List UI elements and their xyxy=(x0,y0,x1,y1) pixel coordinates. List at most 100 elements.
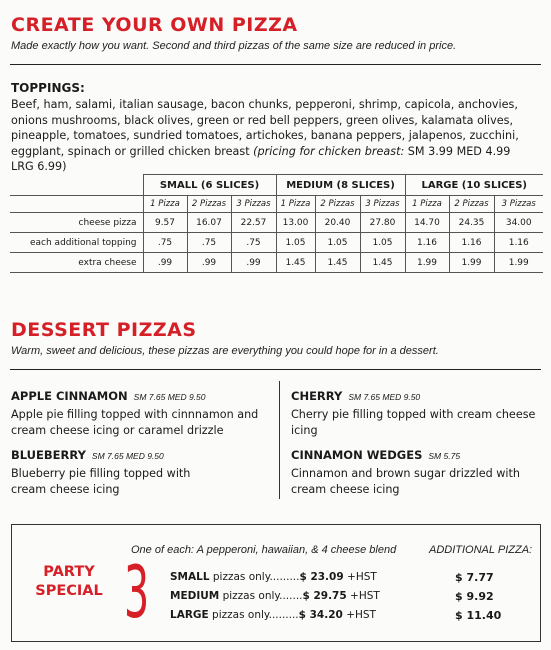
party-label-line1: PARTY xyxy=(43,564,95,580)
option-text: pizzas only xyxy=(222,590,280,602)
option-tax: +HST xyxy=(346,609,376,621)
dessert-name: CINNAMON WEDGES xyxy=(291,448,423,462)
price-cell: 1.05 xyxy=(314,232,361,253)
create-subtitle: Made exactly how you want. Second and th… xyxy=(11,40,457,52)
option-tax: +HST xyxy=(350,590,380,602)
price-cell: 22.57 xyxy=(230,212,277,233)
price-cell: .75 xyxy=(186,232,232,253)
price-cell: 1.45 xyxy=(314,252,361,273)
row-label: cheese pizza xyxy=(10,212,144,233)
dessert-item-cherry: CHERRY SM 7.65 MED 9.50 Cherry pie fillin… xyxy=(291,387,536,439)
dessert-subtitle: Warm, sweet and delicious, these pizzas … xyxy=(11,345,439,357)
party-option-small: SMALL pizzas only.........$ 23.09 +HST xyxy=(170,568,377,587)
price-cell: 1.99 xyxy=(493,252,543,273)
table-row: extra cheese .99 .99 .99 1.45 1.45 1.45 … xyxy=(10,252,543,273)
price-table: SMALL (6 SLICES) MEDIUM (8 SLICES) LARGE… xyxy=(10,174,543,273)
price-cell: 1.05 xyxy=(275,232,316,253)
price-cell: 16.07 xyxy=(186,212,232,233)
table-row: each additional topping .75 .75 .75 1.05… xyxy=(10,232,543,253)
qty-label: 3 Pizzas xyxy=(493,195,543,213)
qty-label: 2 Pizzas xyxy=(314,195,361,213)
price-cell: 14.70 xyxy=(404,212,450,233)
column-divider xyxy=(279,381,280,499)
dessert-price: SM 7.65 MED 9.50 xyxy=(91,451,164,461)
party-option-large: LARGE pizzas only.........$ 34.20 +HST xyxy=(170,606,376,625)
price-cell: .99 xyxy=(230,252,277,273)
option-text: pizzas only xyxy=(212,609,269,621)
row-label: extra cheese xyxy=(10,252,144,273)
size-large: LARGE (10 SLICES) xyxy=(404,174,543,196)
price-cell: 1.99 xyxy=(404,252,450,273)
price-cell: 1.45 xyxy=(359,252,406,273)
chicken-pricing-label: (pricing for chicken breast: xyxy=(253,144,405,158)
price-cell: .75 xyxy=(230,232,277,253)
price-cell: 34.00 xyxy=(493,212,543,233)
dessert-name: CHERRY xyxy=(291,389,343,403)
dessert-price: SM 5.75 xyxy=(428,451,461,461)
option-size: LARGE xyxy=(170,609,209,621)
price-cell: 20.40 xyxy=(314,212,361,233)
size-medium: MEDIUM (8 SLICES) xyxy=(275,174,406,196)
qty-label: 2 Pizzas xyxy=(186,195,232,213)
additional-price: $ 7.77 xyxy=(455,571,494,584)
dessert-description: Cherry pie filling topped with cream che… xyxy=(291,408,536,437)
price-cell: 9.57 xyxy=(142,212,188,233)
option-size: SMALL xyxy=(170,571,210,583)
qty-label: 2 Pizzas xyxy=(448,195,495,213)
chicken-pricing: SM 3.99 MED 4.99 LRG 6.99) xyxy=(11,144,511,174)
dessert-description: Apple pie filling topped with cinnnamon … xyxy=(11,408,259,437)
size-small: SMALL (6 SLICES) xyxy=(142,174,277,196)
price-cell: 1.16 xyxy=(448,232,495,253)
qty-label: 3 Pizzas xyxy=(359,195,406,213)
price-cell: 1.16 xyxy=(404,232,450,253)
price-cell: .75 xyxy=(142,232,188,253)
dessert-description: Cinnamon and brown sugar drizzled with c… xyxy=(291,467,521,496)
option-dots: ......... xyxy=(269,571,300,583)
party-big-number: 3 xyxy=(124,550,150,634)
dessert-price: SM 7.65 MED 9.50 xyxy=(133,392,206,402)
option-text: pizzas only xyxy=(212,571,270,583)
dessert-description: Blueberry pie filling topped with cream … xyxy=(11,467,191,496)
price-cell: 13.00 xyxy=(275,212,316,233)
price-cell: 1.05 xyxy=(359,232,406,253)
table-row: cheese pizza 9.57 16.07 22.57 13.00 20.4… xyxy=(10,212,543,233)
option-tax: +HST xyxy=(347,571,377,583)
toppings-text: Beef, ham, salami, italian sausage, baco… xyxy=(11,98,519,158)
dessert-item-blueberry: BLUEBERRY SM 7.65 MED 9.50 Blueberry pie … xyxy=(11,446,271,498)
price-cell: 1.99 xyxy=(448,252,495,273)
section-divider xyxy=(10,369,541,370)
party-intro: One of each: A pepperoni, hawaiian, & 4 … xyxy=(131,544,397,556)
dessert-item-apple-cinnamon: APPLE CINNAMON SM 7.65 MED 9.50 Apple pie… xyxy=(11,387,271,439)
option-size: MEDIUM xyxy=(170,590,220,602)
price-cell: 1.45 xyxy=(275,252,316,273)
qty-label: 1 Pizza xyxy=(404,195,450,213)
dessert-title: DESSERT PIZZAS xyxy=(11,319,197,341)
option-price: $ 29.75 xyxy=(302,590,347,602)
qty-label: 1 Pizza xyxy=(275,195,316,213)
party-special-box xyxy=(11,524,541,642)
option-dots: ....... xyxy=(279,590,303,602)
dessert-price: SM 7.65 MED 9.50 xyxy=(348,392,421,402)
additional-pizza-heading: ADDITIONAL PIZZA: xyxy=(429,544,533,556)
row-label: each additional topping xyxy=(10,232,144,253)
dessert-name: BLUEBERRY xyxy=(11,448,86,462)
size-header-row: SMALL (6 SLICES) MEDIUM (8 SLICES) LARGE… xyxy=(10,174,543,196)
section-divider xyxy=(10,64,541,65)
qty-label: 1 Pizza xyxy=(142,195,188,213)
price-cell: .99 xyxy=(186,252,232,273)
dessert-name: APPLE CINNAMON xyxy=(11,389,128,403)
price-cell: .99 xyxy=(142,252,188,273)
price-cell: 1.16 xyxy=(493,232,543,253)
additional-price: $ 9.92 xyxy=(455,590,494,603)
party-option-medium: MEDIUM pizzas only.......$ 29.75 +HST xyxy=(170,587,380,606)
price-cell: 27.80 xyxy=(359,212,406,233)
toppings-heading: TOPPINGS: xyxy=(11,81,85,95)
party-label-line2: SPECIAL xyxy=(35,583,103,599)
qty-label: 3 Pizzas xyxy=(230,195,277,213)
option-dots: ......... xyxy=(268,609,299,621)
party-special-label: PARTY SPECIAL xyxy=(26,563,112,601)
dessert-item-cinnamon-wedges: CINNAMON WEDGES SM 5.75 Cinnamon and brow… xyxy=(291,446,536,498)
price-cell: 24.35 xyxy=(448,212,495,233)
option-price: $ 34.20 xyxy=(298,609,343,621)
option-price: $ 23.09 xyxy=(299,571,344,583)
